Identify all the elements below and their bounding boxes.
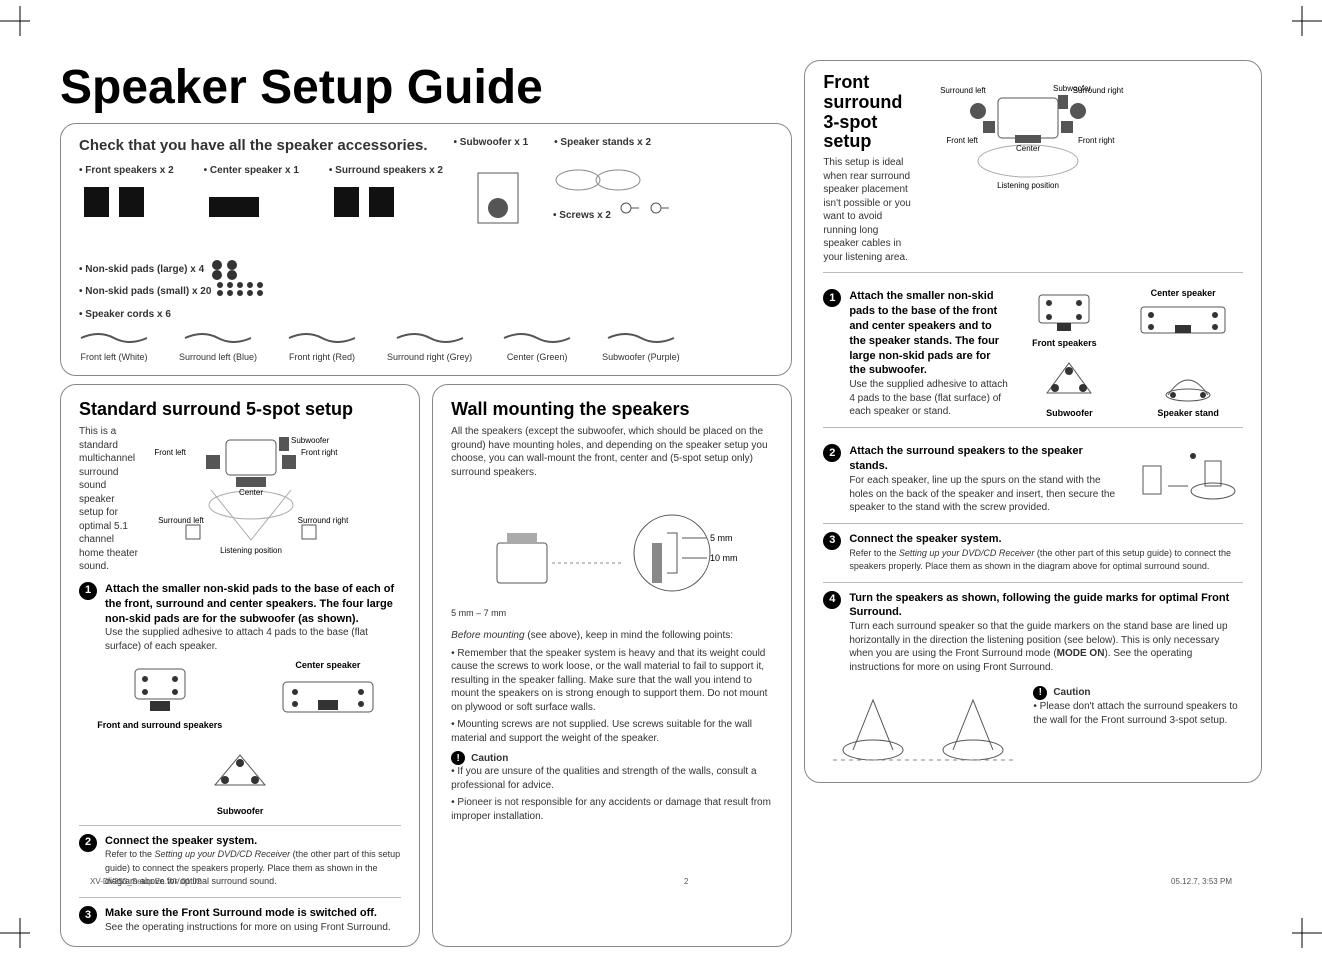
footer-timestamp: 05.12.7, 3:53 PM: [1171, 877, 1232, 886]
svg-text:Center: Center: [1016, 144, 1040, 153]
svg-text:Front right: Front right: [301, 448, 338, 457]
front3-step4-fig: [823, 680, 1023, 770]
accessories-panel: Check that you have all the speaker acce…: [60, 123, 792, 376]
wall-caution-label: ! Caution: [451, 751, 773, 765]
standard-intro: This is a standard multichannel surround…: [79, 425, 141, 574]
front3-intro: This setup is ideal when rear surround s…: [823, 156, 913, 264]
acc-pads-small: • Non-skid pads (small) x 20: [79, 285, 211, 299]
footer-filename: XV-DV353_Setup.En.WV.01.02: [90, 877, 201, 886]
accessories-heading: Check that you have all the speaker acce…: [79, 136, 428, 156]
standard-heading: Standard surround 5-spot setup: [79, 397, 401, 421]
acc-pads-large: • Non-skid pads (large) x 4: [79, 263, 204, 277]
svg-text:Subwoofer: Subwoofer: [291, 436, 330, 445]
page: Speaker Setup Guide Check that you have …: [60, 60, 1262, 894]
front3-diagram: Surround left Surround right Subwoofer F…: [923, 73, 1133, 193]
svg-text:Surround right: Surround right: [297, 516, 348, 525]
wall-panel: Wall mounting the speakers All the speak…: [432, 384, 792, 947]
standard-diagram: Front left Front right Subwoofer Center …: [151, 425, 351, 555]
front3-caution-label: ! Caution: [1033, 686, 1243, 700]
acc-stands: • Speaker stands x 2: [554, 136, 651, 150]
svg-text:Listening position: Listening position: [220, 546, 282, 555]
wall-diagram: 5 mm 10 mm: [482, 483, 742, 603]
front3-step2-fig: [1133, 436, 1243, 506]
wall-caution1: • If you are unsure of the qualities and…: [451, 765, 773, 792]
standard-step-3: 3 Make sure the Front Surround mode is s…: [79, 906, 401, 934]
footer-page: 2: [684, 877, 688, 886]
standard-panel: Standard surround 5-spot setup This is a…: [60, 384, 420, 947]
acc-surround-speakers: • Surround speakers x 2: [329, 164, 443, 222]
front3-step-2: 2 Attach the surround speakers to the sp…: [823, 444, 1123, 514]
svg-text:10 mm: 10 mm: [710, 553, 738, 563]
wall-point1: • Remember that the speaker system is he…: [451, 647, 773, 715]
acc-screws: • Screws x 2: [553, 164, 674, 223]
acc-center-speaker: • Center speaker x 1: [204, 164, 299, 222]
wall-caution2: • Pioneer is not responsible for any acc…: [451, 796, 773, 823]
front3-step-1: 1 Attach the smaller non-skid pads to th…: [823, 289, 1009, 419]
standard-step-1: 1 Attach the smaller non-skid pads to th…: [79, 582, 401, 654]
front3-step-3: 3 Connect the speaker system. Refer to t…: [823, 532, 1243, 574]
acc-subwoofer: • Subwoofer x 1: [454, 136, 529, 150]
svg-text:Center: Center: [239, 488, 263, 497]
footer: XV-DV353_Setup.En.WV.01.02 2 05.12.7, 3:…: [60, 877, 1262, 886]
svg-text:Front right: Front right: [1078, 136, 1115, 145]
cords-row: Front left (White) Surround left (Blue) …: [79, 328, 773, 363]
acc-cords-heading: • Speaker cords x 6: [79, 308, 773, 322]
front3-panel: Front surround 3-spot setup This setup i…: [804, 60, 1262, 783]
acc-front-speakers: • Front speakers x 2: [79, 164, 174, 222]
svg-text:Surround left: Surround left: [158, 516, 205, 525]
page-title: Speaker Setup Guide: [60, 60, 792, 115]
front3-caution-text: • Please don't attach the surround speak…: [1033, 700, 1243, 727]
caution-icon: !: [451, 751, 465, 765]
svg-text:Surround left: Surround left: [940, 86, 987, 95]
caution-icon: !: [1033, 686, 1047, 700]
wall-dim-range: 5 mm – 7 mm: [451, 607, 773, 619]
svg-text:Front left: Front left: [947, 136, 979, 145]
wall-heading: Wall mounting the speakers: [451, 397, 773, 421]
wall-point2: • Mounting screws are not supplied. Use …: [451, 718, 773, 745]
svg-text:Subwoofer: Subwoofer: [1053, 84, 1092, 93]
svg-text:5 mm: 5 mm: [710, 533, 733, 543]
front3-step-4: 4 Turn the speakers as shown, following …: [823, 591, 1243, 675]
front3-heading: Front surround 3-spot setup: [823, 73, 913, 152]
wall-intro: All the speakers (except the subwoofer, …: [451, 425, 773, 479]
svg-text:Front left: Front left: [154, 448, 186, 457]
svg-text:Listening position: Listening position: [997, 181, 1059, 190]
